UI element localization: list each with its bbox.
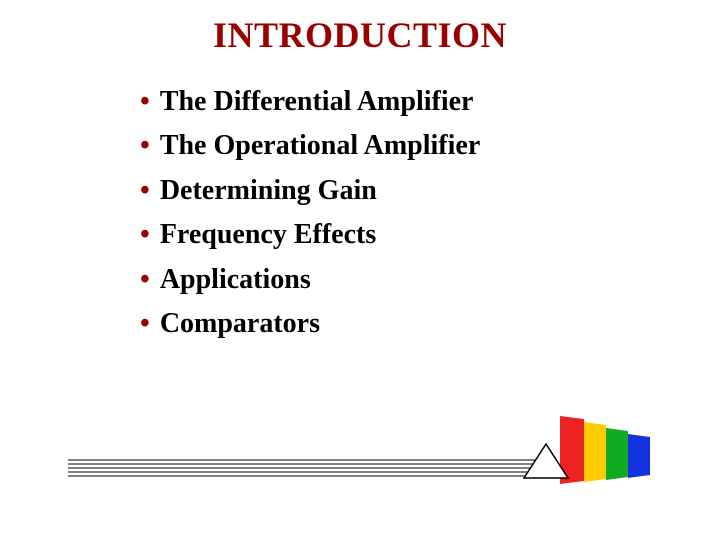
list-item: • The Operational Amplifier (140, 128, 720, 164)
bullet-label: The Differential Amplifier (160, 84, 474, 120)
page-title: INTRODUCTION (0, 0, 720, 56)
bullet-icon: • (140, 132, 150, 160)
list-item: • The Differential Amplifier (140, 84, 720, 120)
bullet-list: • The Differential Amplifier • The Opera… (140, 84, 720, 342)
bullet-label: The Operational Amplifier (160, 128, 480, 164)
prism-graphic-icon (68, 412, 668, 492)
bullet-label: Comparators (160, 306, 320, 342)
bullet-icon: • (140, 177, 150, 205)
bullet-label: Frequency Effects (160, 217, 376, 253)
bullet-label: Applications (160, 262, 311, 298)
list-item: • Determining Gain (140, 173, 720, 209)
bullet-icon: • (140, 266, 150, 294)
bullet-label: Determining Gain (160, 173, 377, 209)
bullet-icon: • (140, 221, 150, 249)
list-item: • Frequency Effects (140, 217, 720, 253)
list-item: • Applications (140, 262, 720, 298)
bullet-icon: • (140, 310, 150, 338)
list-item: • Comparators (140, 306, 720, 342)
bullet-icon: • (140, 88, 150, 116)
